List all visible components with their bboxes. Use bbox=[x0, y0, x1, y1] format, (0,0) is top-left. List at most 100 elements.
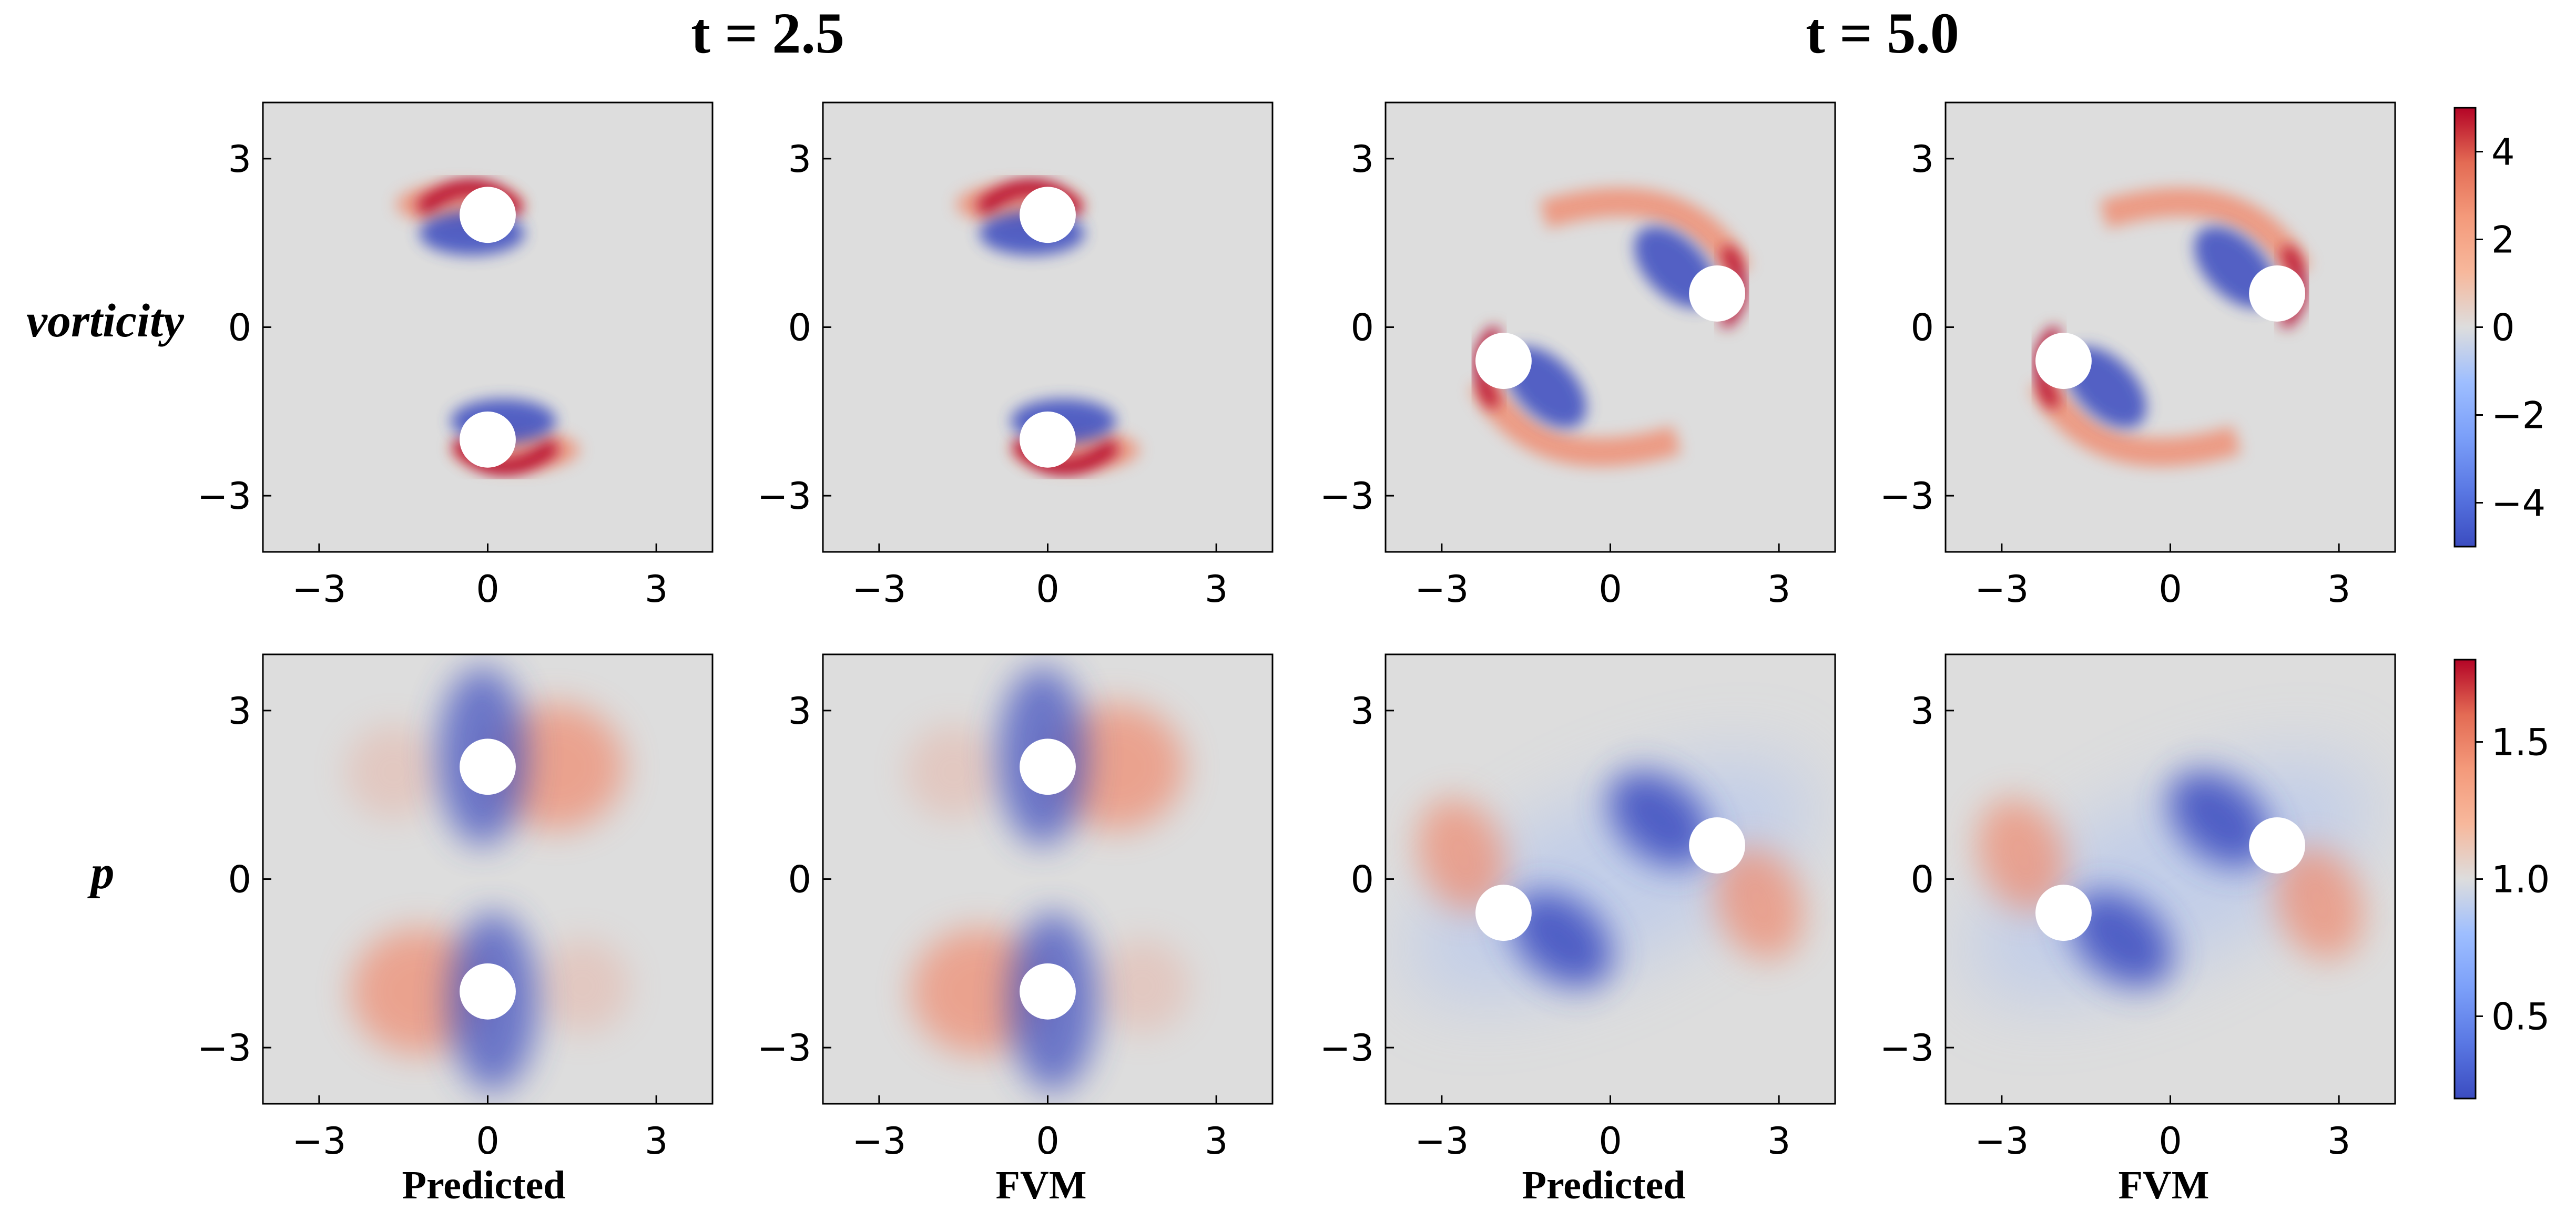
x-tick-label: 3 bbox=[645, 1120, 668, 1163]
y-tick-label: 0 bbox=[1350, 858, 1374, 901]
y-tick-label: 3 bbox=[228, 690, 251, 733]
y-tick-label: 3 bbox=[788, 138, 811, 181]
cylinder-2 bbox=[460, 963, 516, 1020]
x-tick-label: 3 bbox=[2327, 1120, 2351, 1163]
vorticity-field bbox=[395, 180, 580, 475]
y-tick-label: −3 bbox=[197, 475, 251, 518]
cylinder-1 bbox=[460, 187, 516, 243]
cylinder-2 bbox=[2249, 265, 2305, 322]
cylinder-1 bbox=[1475, 333, 1532, 389]
y-tick-label: 0 bbox=[1910, 858, 1934, 901]
vorticity-field bbox=[955, 180, 1140, 475]
cylinder-2 bbox=[1020, 411, 1076, 468]
y-tick-label: −3 bbox=[1880, 1027, 1934, 1070]
x-tick-label: −3 bbox=[1414, 1120, 1469, 1163]
y-tick-label: 0 bbox=[1350, 306, 1374, 350]
y-tick-label: 0 bbox=[788, 306, 811, 350]
y-tick-label: 3 bbox=[1350, 690, 1374, 733]
x-tick-label: 0 bbox=[1598, 1120, 1622, 1163]
panel-background bbox=[1946, 102, 2395, 552]
y-tick-label: −3 bbox=[197, 1027, 251, 1070]
panel-background bbox=[1386, 102, 1835, 552]
row-label-vorticity: vorticity bbox=[26, 295, 185, 347]
colorbar-tick-label: 4 bbox=[2491, 131, 2515, 174]
x-tick-label: 0 bbox=[2158, 1120, 2182, 1163]
panel-p-fvm-t2-5: −3 0 3 −3 0 3 bbox=[757, 653, 1274, 1163]
colorbar-tick-label: −4 bbox=[2491, 482, 2546, 525]
column-label-fvm-2: FVM bbox=[2118, 1163, 2209, 1207]
x-tick-label: −3 bbox=[852, 1120, 906, 1163]
x-tick-label: 3 bbox=[1767, 1120, 1791, 1163]
y-tick-label: 0 bbox=[788, 858, 811, 901]
y-tick-label: 3 bbox=[1910, 138, 1934, 181]
colorbar-tick-label: 1.5 bbox=[2491, 721, 2550, 764]
y-tick-label: 0 bbox=[1910, 306, 1934, 350]
p-field bbox=[345, 666, 630, 1092]
x-tick-label: 0 bbox=[1598, 568, 1622, 611]
panel-grid: −3 0 3 −3 0 3 −3 0 3 −3 0 3 −3 0 3 −3 0 3 −3 0 3 −3 0 3 −3 0 3 −3 0 3… bbox=[197, 101, 2396, 1163]
column-label-fvm-1: FVM bbox=[995, 1163, 1086, 1207]
y-tick-label: 0 bbox=[228, 858, 251, 901]
y-tick-label: 0 bbox=[228, 306, 251, 350]
panel-background bbox=[823, 102, 1272, 552]
panel-p-fvm-t5: −3 0 3 −3 0 3 bbox=[1880, 653, 2396, 1163]
colorbar-tick-label: 2 bbox=[2491, 219, 2515, 262]
x-tick-label: −3 bbox=[852, 568, 906, 611]
y-tick-label: −3 bbox=[1320, 1027, 1374, 1070]
x-tick-label: −3 bbox=[292, 1120, 346, 1163]
cylinder-1 bbox=[1020, 738, 1076, 795]
x-tick-label: 0 bbox=[476, 568, 500, 611]
p-field bbox=[905, 666, 1190, 1092]
x-tick-label: 3 bbox=[2327, 568, 2351, 611]
column-label-predicted-2: Predicted bbox=[1522, 1163, 1686, 1207]
x-tick-label: 0 bbox=[2158, 568, 2182, 611]
panel-vorticity-predicted-t5: −3 0 3 −3 0 3 bbox=[1320, 101, 1836, 611]
colorbar-tick-label: −2 bbox=[2491, 394, 2546, 437]
x-tick-label: 3 bbox=[1767, 568, 1791, 611]
x-tick-label: 0 bbox=[1036, 568, 1060, 611]
vorticity-field bbox=[2030, 188, 2311, 467]
column-title-t5-0: t = 5.0 bbox=[1806, 1, 1959, 65]
cylinder-2 bbox=[2249, 817, 2305, 874]
panel-vorticity-fvm-t2-5: −3 0 3 −3 0 3 bbox=[757, 101, 1274, 611]
cylinder-1 bbox=[1020, 187, 1076, 243]
y-tick-label: −3 bbox=[757, 1027, 811, 1070]
colorbar-gradient bbox=[2453, 107, 2477, 548]
panel-background bbox=[263, 102, 712, 552]
cylinder-2 bbox=[460, 411, 516, 468]
y-tick-label: 3 bbox=[228, 138, 251, 181]
panel-p-predicted-t5: −3 0 3 −3 0 3 bbox=[1320, 653, 1836, 1163]
colorbar-gradient bbox=[2453, 659, 2477, 1100]
x-tick-label: −3 bbox=[1974, 568, 2029, 611]
x-tick-label: −3 bbox=[1414, 568, 1469, 611]
column-label-predicted-1: Predicted bbox=[402, 1163, 566, 1207]
row-label-p: p bbox=[87, 847, 115, 899]
p-field bbox=[1967, 758, 2374, 1000]
cylinder-1 bbox=[2035, 885, 2092, 941]
cylinder-1 bbox=[2035, 333, 2092, 389]
p-field bbox=[1407, 758, 1814, 1000]
panel-vorticity-predicted-t2-5: −3 0 3 −3 0 3 bbox=[197, 101, 714, 611]
x-tick-label: 3 bbox=[1205, 568, 1228, 611]
cylinder-2 bbox=[1020, 963, 1076, 1020]
colorbars: 4 2 0 −2 −4 1.5 1.0 0.5 bbox=[2453, 107, 2550, 1100]
colorbar-p: 1.5 1.0 0.5 bbox=[2453, 659, 2550, 1100]
vorticity-field bbox=[1470, 188, 1751, 467]
y-tick-label: 3 bbox=[1910, 690, 1934, 733]
cylinder-1 bbox=[1475, 885, 1532, 941]
cylinder-2 bbox=[1689, 817, 1745, 874]
y-tick-label: 3 bbox=[1350, 138, 1374, 181]
panel-vorticity-fvm-t5: −3 0 3 −3 0 3 bbox=[1880, 101, 2396, 611]
colorbar-tick-label: 0.5 bbox=[2491, 995, 2550, 1038]
x-tick-label: 3 bbox=[1205, 1120, 1228, 1163]
cylinder-2 bbox=[1689, 265, 1745, 322]
y-tick-label: 3 bbox=[788, 690, 811, 733]
cylinder-1 bbox=[460, 738, 516, 795]
y-tick-label: −3 bbox=[757, 475, 811, 518]
colorbar-tick-label: 1.0 bbox=[2491, 858, 2550, 901]
x-tick-label: 0 bbox=[1036, 1120, 1060, 1163]
x-tick-label: −3 bbox=[1974, 1120, 2029, 1163]
x-tick-label: 0 bbox=[476, 1120, 500, 1163]
y-tick-label: −3 bbox=[1320, 475, 1374, 518]
